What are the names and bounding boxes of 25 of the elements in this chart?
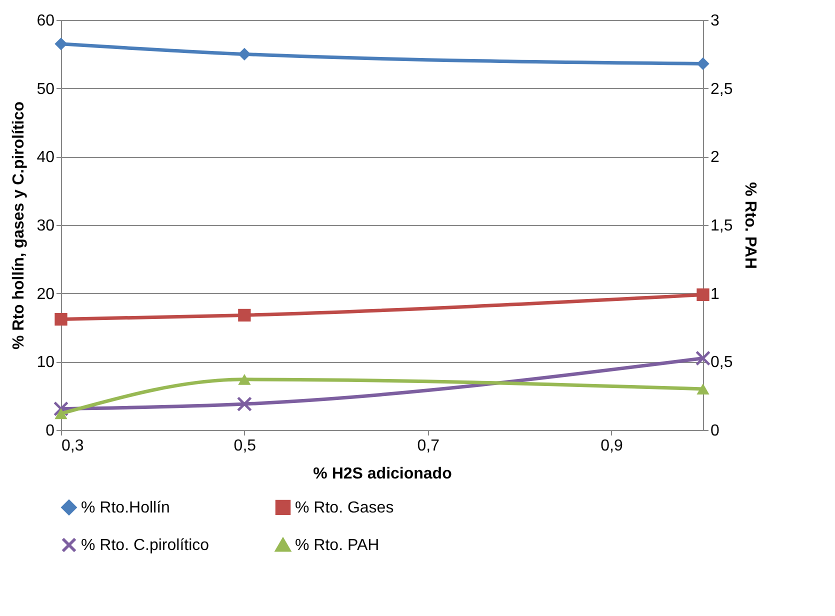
- y2-tick-label: 1: [710, 286, 720, 303]
- y-tick-label: 0: [46, 422, 55, 440]
- y2-tick-label: 3: [710, 12, 720, 30]
- x-tick-label: 0,3: [62, 438, 84, 454]
- y2-axis-title: % Rto. PAH: [742, 182, 759, 269]
- y2-tick-label: 1,5: [710, 218, 733, 234]
- y-axis-title: % Rto hollín, gases y C.pirolítico: [10, 101, 28, 350]
- legend-label: % Rto.Hollín: [81, 499, 170, 516]
- y-tick-label: 20: [36, 286, 55, 303]
- y-tick-label: 40: [36, 149, 55, 166]
- y-tick-label: 30: [36, 218, 55, 234]
- y2-tick-label: 0,5: [710, 354, 733, 372]
- y2-tick-label: 2: [710, 149, 720, 166]
- y-tick-label: 50: [36, 80, 55, 98]
- y2-tick-label: 0: [710, 422, 720, 440]
- legend-label: % Rto. Gases: [295, 499, 394, 516]
- x-axis-title: % H2S adicionado: [313, 466, 452, 482]
- y-tick-label: 10: [36, 354, 55, 372]
- x-tick-label: 0,9: [600, 438, 624, 454]
- x-tick-label: 0,5: [234, 438, 256, 454]
- y-tick-label: 60: [36, 12, 55, 30]
- x-tick-label: 0,7: [417, 438, 440, 454]
- y2-tick-label: 2,5: [710, 80, 733, 98]
- legend-label: % Rto. C.pirolítico: [81, 537, 210, 554]
- legend-label: % Rto. PAH: [295, 537, 380, 554]
